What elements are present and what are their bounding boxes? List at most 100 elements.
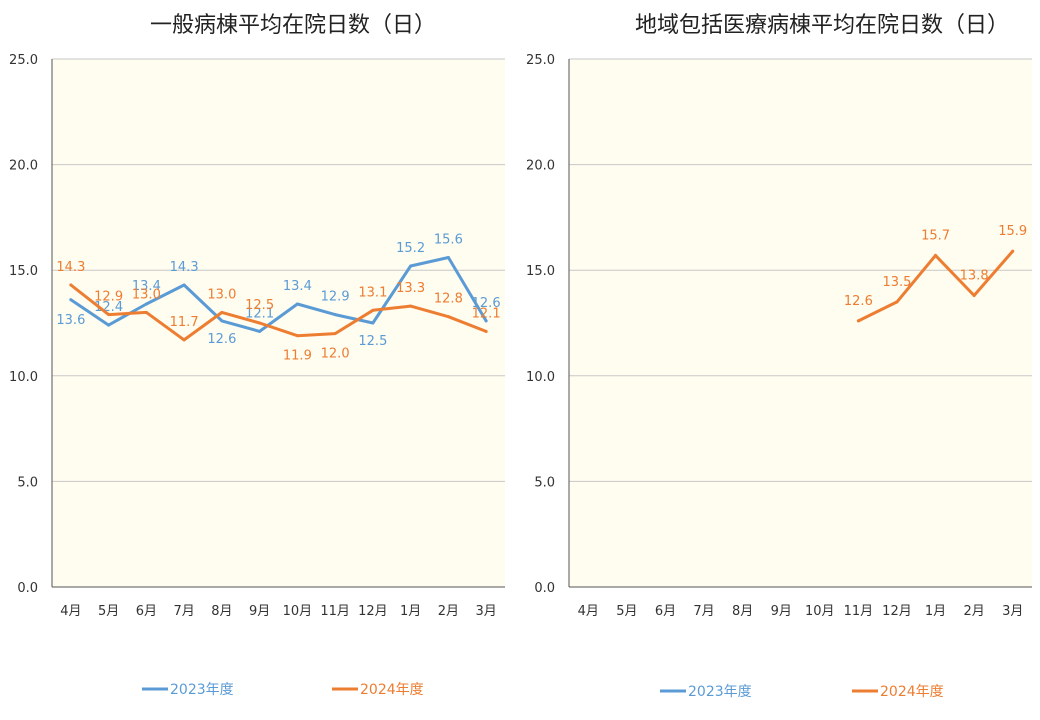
data-point — [856, 319, 860, 323]
x-tick-label: 8月 — [211, 604, 232, 619]
data-label: 13.1 — [358, 285, 387, 300]
data-point — [295, 302, 299, 306]
y-tick-label: 25.0 — [9, 53, 38, 68]
data-label: 15.6 — [434, 233, 463, 248]
x-tick-label: 1月 — [925, 604, 946, 619]
data-point — [446, 256, 450, 260]
data-label: 15.9 — [998, 224, 1027, 239]
data-label: 13.0 — [207, 287, 236, 302]
x-tick-label: 6月 — [136, 604, 157, 619]
x-tick-label: 9月 — [249, 604, 270, 619]
x-tick-label: 5月 — [616, 604, 637, 619]
data-label: 13.4 — [283, 279, 312, 294]
y-tick-label: 10.0 — [9, 370, 38, 385]
x-tick-label: 9月 — [771, 604, 792, 619]
data-label: 13.5 — [882, 275, 911, 290]
data-label: 15.7 — [921, 228, 950, 243]
data-label: 12.1 — [245, 306, 274, 321]
data-label: 13.3 — [396, 281, 425, 296]
data-point — [484, 329, 488, 333]
x-tick-label: 6月 — [655, 604, 676, 619]
data-label: 12.1 — [472, 306, 501, 321]
x-tick-label: 7月 — [693, 604, 714, 619]
data-point — [409, 264, 413, 268]
data-label: 13.6 — [56, 313, 85, 328]
data-label: 11.9 — [283, 349, 312, 364]
data-point — [409, 304, 413, 308]
data-point — [484, 319, 488, 323]
data-point — [1011, 249, 1015, 253]
x-tick-label: 11月 — [320, 604, 350, 619]
x-tick-label: 2月 — [963, 604, 984, 619]
y-tick-label: 10.0 — [526, 370, 555, 385]
x-tick-label: 12月 — [358, 604, 388, 619]
data-label: 12.0 — [321, 347, 350, 362]
y-tick-label: 15.0 — [526, 264, 555, 279]
legend-label: 2023年度 — [170, 682, 234, 698]
x-tick-label: 3月 — [475, 604, 496, 619]
data-point — [295, 334, 299, 338]
data-point — [934, 253, 938, 257]
data-point — [333, 332, 337, 336]
data-point — [107, 313, 111, 317]
legend-label: 2024年度 — [880, 684, 944, 700]
y-tick-label: 5.0 — [534, 475, 555, 490]
y-tick-label: 20.0 — [526, 159, 555, 174]
data-label: 14.3 — [56, 260, 85, 275]
data-point — [895, 300, 899, 304]
data-point — [333, 313, 337, 317]
data-label: 11.7 — [170, 315, 199, 330]
data-point — [258, 329, 262, 333]
data-point — [972, 294, 976, 298]
y-tick-label: 5.0 — [17, 475, 38, 490]
data-point — [371, 321, 375, 325]
x-tick-label: 10月 — [283, 604, 313, 619]
x-tick-label: 5月 — [98, 604, 119, 619]
data-point — [144, 310, 148, 314]
data-label: 12.9 — [94, 290, 123, 305]
x-tick-label: 4月 — [578, 604, 599, 619]
data-point — [446, 315, 450, 319]
plot-area — [569, 59, 1032, 587]
series-line — [69, 283, 488, 342]
data-point — [182, 283, 186, 287]
chart-title: 一般病棟平均在院日数（日） — [150, 13, 436, 38]
plot-area — [52, 59, 505, 587]
data-label: 12.9 — [321, 290, 350, 305]
data-label: 12.6 — [844, 294, 873, 309]
x-tick-label: 3月 — [1002, 604, 1023, 619]
data-label: 12.6 — [207, 332, 236, 347]
x-tick-label: 8月 — [732, 604, 753, 619]
data-point — [258, 321, 262, 325]
y-tick-label: 0.0 — [534, 581, 555, 596]
data-label: 12.4 — [94, 300, 123, 315]
x-tick-label: 2月 — [438, 604, 459, 619]
x-tick-label: 4月 — [60, 604, 81, 619]
x-tick-label: 7月 — [173, 604, 194, 619]
data-point — [107, 323, 111, 327]
data-label: 13.4 — [132, 279, 161, 294]
data-label: 15.2 — [396, 241, 425, 256]
data-point — [182, 338, 186, 342]
data-point — [371, 308, 375, 312]
community-care-ward-chart: 地域包括医療病棟平均在院日数（日） 0.0 5.0 10.0 15.0 20.0 25.0… — [526, 13, 1032, 700]
data-point — [144, 302, 148, 306]
y-tick-label: 0.0 — [17, 581, 38, 596]
data-point — [220, 310, 224, 314]
data-point — [69, 283, 73, 287]
data-label: 13.8 — [960, 269, 989, 284]
y-tick-label: 20.0 — [9, 159, 38, 174]
x-tick-label: 12月 — [882, 604, 912, 619]
data-label: 12.5 — [245, 298, 274, 313]
data-label: 13.0 — [132, 287, 161, 302]
x-tick-label: 10月 — [805, 604, 835, 619]
x-tick-label: 11月 — [844, 604, 874, 619]
legend-label: 2024年度 — [360, 682, 424, 698]
x-tick-label: 1月 — [400, 604, 421, 619]
data-label: 12.8 — [434, 292, 463, 307]
legend-label: 2023年度 — [688, 684, 752, 700]
data-label: 12.6 — [472, 296, 501, 311]
y-tick-label: 15.0 — [9, 264, 38, 279]
general-ward-chart: 一般病棟平均在院日数（日） 0.0 5.0 10.0 15.0 20.0 25.0 4月 5月… — [9, 13, 505, 698]
data-point — [69, 298, 73, 302]
